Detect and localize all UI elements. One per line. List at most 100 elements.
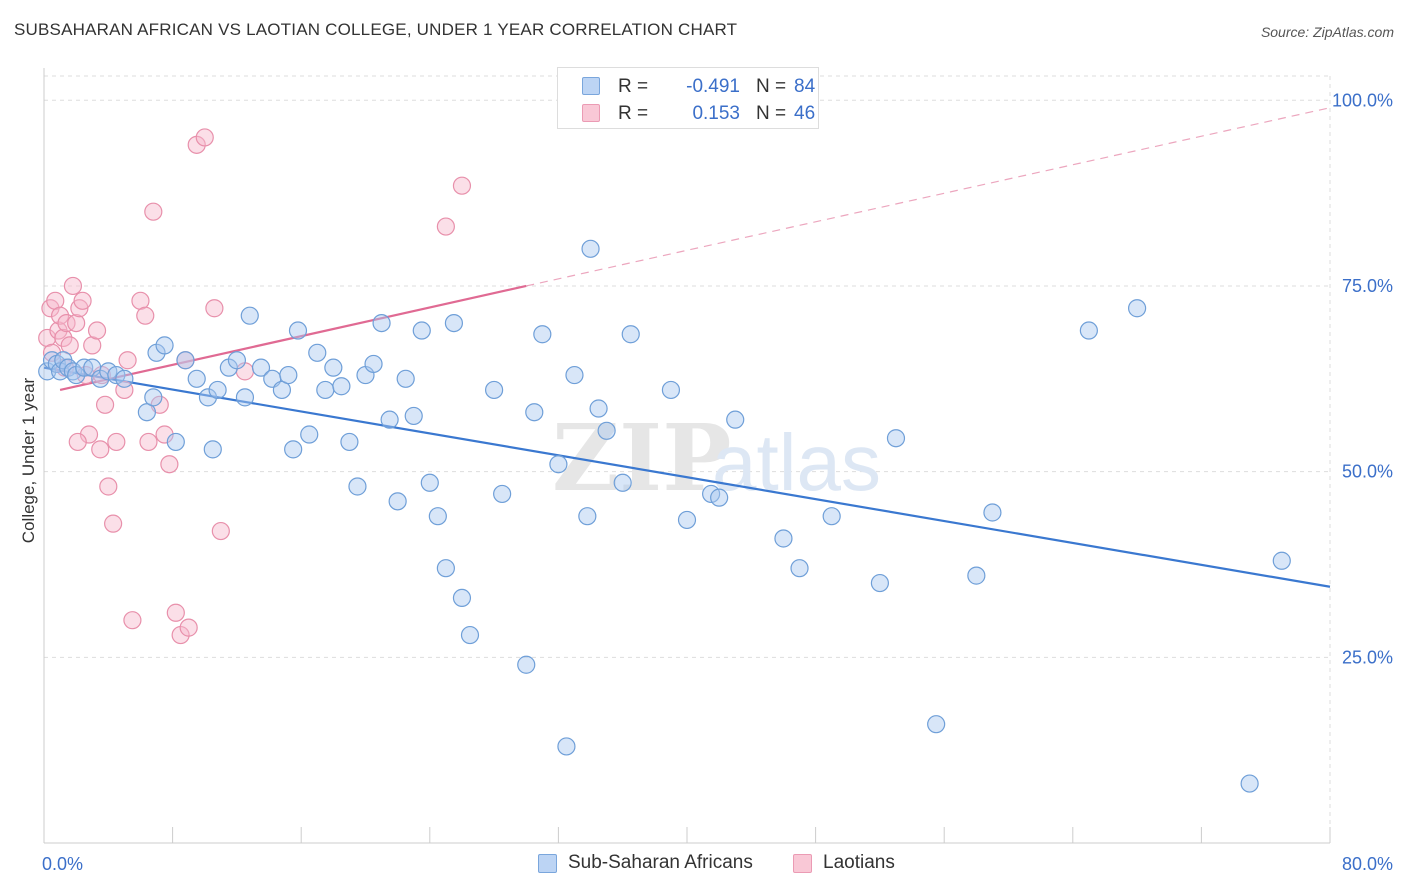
subsaharan-point: [279, 365, 298, 385]
series-legend: Sub-Saharan Africans Laotians: [0, 852, 1406, 878]
axes: [43, 68, 1331, 844]
laotian-trend-extension: [526, 107, 1331, 287]
data-points: [38, 128, 1291, 793]
laotian-point: [452, 176, 472, 195]
subsaharan-point: [144, 388, 163, 407]
laotian-point: [107, 432, 126, 452]
n-label: N =: [756, 103, 787, 124]
subsaharan-point: [396, 369, 415, 388]
laotian-point: [195, 128, 214, 147]
subsaharan-point: [460, 625, 480, 645]
subsaharan-point: [166, 432, 185, 452]
subsaharan-point: [404, 406, 423, 426]
subsaharan-point: [677, 510, 697, 530]
laotian-point: [42, 343, 62, 362]
subsaharan-point: [420, 473, 439, 492]
subsaharan-point: [428, 507, 447, 526]
legend-label: Laotians: [823, 852, 895, 873]
y-tick-label: 100.0%: [1332, 90, 1393, 110]
legend-swatch-pink: [793, 854, 812, 873]
subsaharan-point: [517, 655, 536, 674]
subsaharan-point: [324, 358, 343, 377]
subsaharan-point: [597, 421, 616, 440]
laotian-point: [104, 514, 123, 533]
laotian-point: [179, 618, 198, 637]
y-axis-title: College, Under 1 year: [19, 377, 38, 543]
subsaharan-point: [533, 325, 552, 344]
subsaharan-point: [235, 388, 255, 407]
x-tick-label-max: 80.0%: [1342, 854, 1393, 874]
subsaharan-point: [436, 559, 455, 578]
laotian-point: [136, 306, 155, 325]
subsaharan-point: [774, 529, 793, 548]
laotian-point: [118, 351, 137, 370]
subsaharan-point: [967, 566, 986, 585]
subsaharan-point: [227, 351, 246, 370]
subsaharan-point: [115, 369, 134, 388]
subsaharan-point: [198, 388, 218, 407]
laotian-point: [95, 395, 115, 414]
subsaharan-point: [581, 239, 600, 258]
subsaharan-point: [208, 380, 227, 400]
laotian-point: [205, 299, 224, 318]
laotian-point: [79, 425, 99, 444]
subsaharan-point: [1240, 774, 1259, 793]
subsaharan-point: [444, 313, 464, 333]
laotian-point: [139, 432, 158, 452]
r-value: -0.491: [686, 76, 740, 97]
subsaharan-point: [288, 321, 308, 340]
subsaharan-point: [348, 477, 367, 496]
subsaharan-point: [412, 321, 431, 340]
subsaharan-point: [316, 380, 335, 400]
laotian-point: [67, 313, 86, 333]
n-label: N =: [756, 76, 787, 97]
y-tick-label: 25.0%: [1342, 647, 1393, 667]
legend-label: Sub-Saharan Africans: [568, 852, 753, 873]
laotian-point: [63, 276, 83, 296]
laotian-point: [87, 321, 107, 340]
subsaharan-point: [485, 380, 504, 400]
y-tick-label: 50.0%: [1342, 462, 1393, 482]
laotian-point: [91, 440, 110, 459]
subsaharan-point: [493, 484, 512, 504]
subsaharan-point: [284, 440, 303, 459]
chart-title: SUBSAHARAN AFRICAN VS LAOTIAN COLLEGE, U…: [14, 20, 738, 39]
subsaharan-point: [155, 336, 174, 355]
subsaharan-point: [380, 410, 399, 429]
subsaharan-point: [549, 455, 568, 474]
laotian-point: [436, 217, 455, 236]
subsaharan-point: [565, 365, 584, 385]
laotian-point: [166, 603, 185, 622]
subsaharan-point: [589, 399, 608, 418]
legend-swatch-pink: [582, 104, 600, 122]
subsaharan-point: [187, 369, 206, 388]
n-value: 46: [794, 103, 816, 124]
subsaharan-point: [983, 503, 1002, 522]
correlation-legend: R = -0.491 N = 84 R = 0.153 N = 46: [557, 67, 819, 129]
subsaharan-point: [38, 362, 57, 381]
subsaharan-point: [308, 343, 327, 362]
subsaharan-point: [1127, 299, 1147, 318]
tick-labels: 25.0% 50.0% 75.0% 100.0% 0.0% 80.0% College, U…: [19, 90, 1393, 874]
subsaharan-point: [661, 380, 681, 400]
r-label: R =: [618, 103, 649, 124]
r-value: 0.153: [692, 103, 740, 124]
subsaharan-point: [1272, 551, 1291, 570]
subsaharan-point: [372, 313, 391, 333]
subsaharan-point: [870, 573, 890, 593]
laotian-point: [155, 425, 174, 444]
watermark-atlas: atlas: [712, 418, 881, 507]
subsaharan-point: [621, 325, 640, 344]
subsaharan-point: [578, 507, 597, 526]
subsaharan-point: [557, 737, 576, 756]
subsaharan-point: [332, 377, 351, 396]
subsaharan-point: [613, 473, 632, 492]
subsaharan-point: [726, 410, 745, 429]
laotian-point: [99, 477, 118, 496]
y-tick-label: 75.0%: [1342, 276, 1393, 296]
r-label: R =: [618, 76, 649, 97]
zipatlas-watermark: ZIP atlas: [552, 404, 881, 512]
legend-swatch-blue: [538, 854, 557, 873]
subsaharan-trend-line: [43, 366, 1331, 588]
